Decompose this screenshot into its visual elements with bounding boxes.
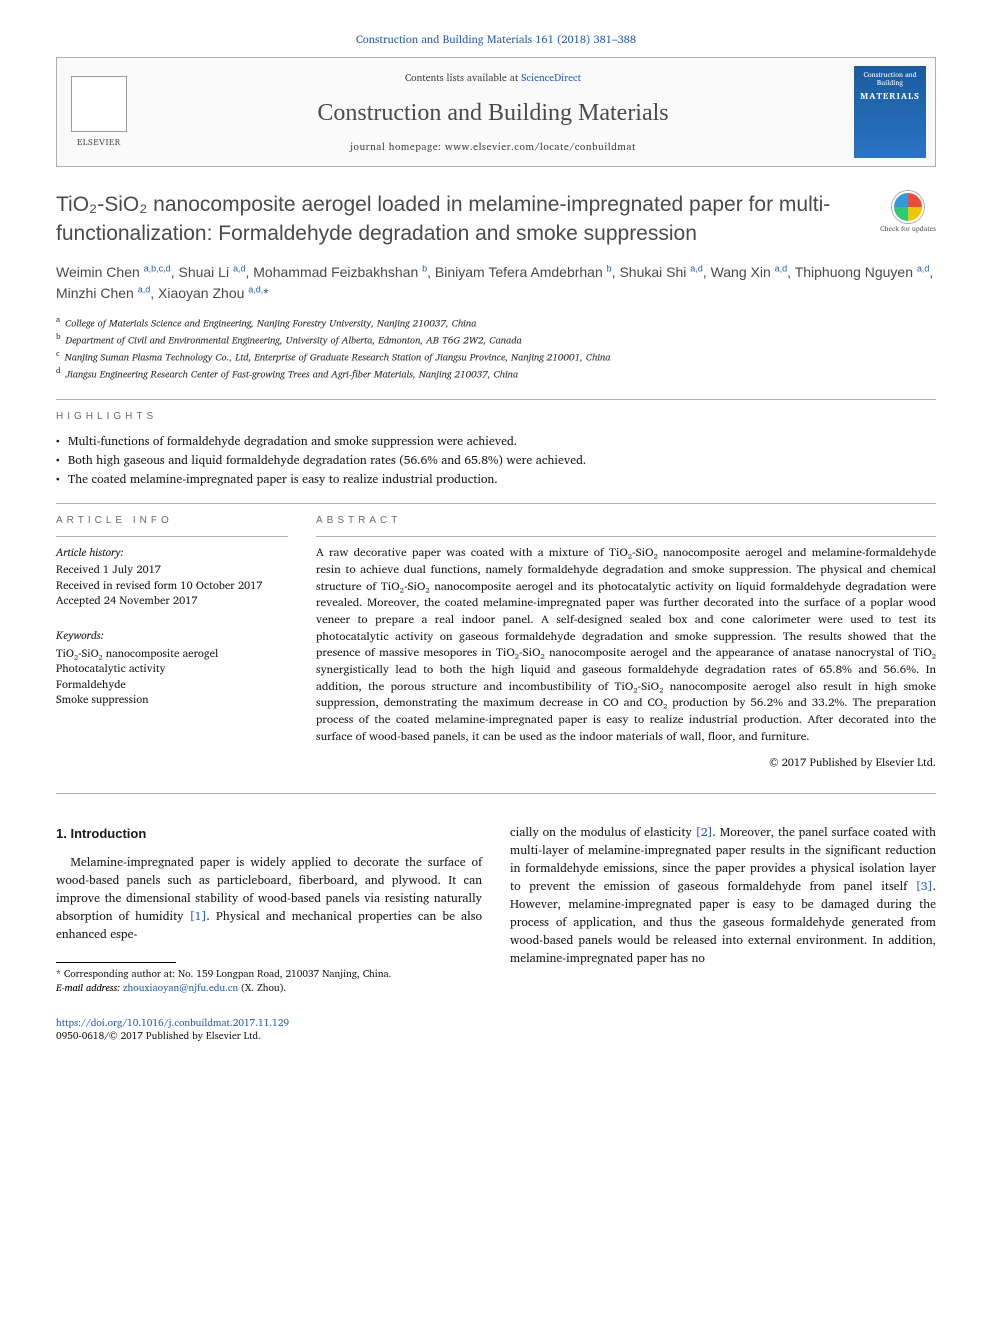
footnote-rule bbox=[56, 962, 176, 963]
sciencedirect-link[interactable]: ScienceDirect bbox=[521, 70, 581, 86]
highlights-list: Multi-functions of formaldehyde degradat… bbox=[56, 434, 936, 488]
cover-line1: Construction and Building bbox=[858, 72, 922, 87]
article-info-label: ARTICLE INFO bbox=[56, 514, 288, 528]
abstract-text: A raw decorative paper was coated with a… bbox=[316, 545, 936, 745]
divider bbox=[56, 399, 936, 400]
journal-cover-icon: Construction and Building MATERIALS bbox=[854, 66, 926, 158]
cover-line2: MATERIALS bbox=[858, 90, 922, 103]
affiliations: a College of Materials Science and Engin… bbox=[56, 314, 936, 381]
homepage-url: www.elsevier.com/locate/conbuildmat bbox=[445, 139, 636, 155]
copyright-line: © 2017 Published by Elsevier Ltd. bbox=[316, 755, 936, 771]
corresponding-author: * Corresponding author at: No. 159 Longp… bbox=[56, 967, 482, 981]
authors-line: Weimin Chen a,b,c,d, Shuai Li a,d, Moham… bbox=[56, 262, 936, 304]
email-link[interactable]: zhouxiaoyan@njfu.edu.cn bbox=[123, 980, 238, 996]
history-item: Accepted 24 November 2017 bbox=[56, 593, 288, 608]
elsevier-logo-block: ELSEVIER bbox=[57, 58, 141, 166]
history-label: Article history: bbox=[56, 545, 288, 560]
homepage-pre: journal homepage: bbox=[350, 139, 445, 155]
body-columns: 1. Introduction Melamine-impregnated pap… bbox=[56, 824, 936, 995]
crossmark-icon bbox=[892, 191, 924, 223]
elsevier-tree-icon bbox=[71, 76, 127, 132]
abstract-label: ABSTRACT bbox=[316, 514, 936, 529]
divider bbox=[56, 536, 288, 537]
header-center: Contents lists available at ScienceDirec… bbox=[141, 58, 845, 166]
email-label: E-mail address: bbox=[56, 980, 120, 996]
affiliation-item: b Department of Civil and Environmental … bbox=[56, 331, 936, 348]
email-author: (X. Zhou). bbox=[241, 980, 286, 996]
issn-line: 0950-0618/© 2017 Published by Elsevier L… bbox=[56, 1028, 261, 1044]
highlight-item: Multi-functions of formaldehyde degradat… bbox=[56, 434, 936, 451]
journal-reference: Construction and Building Materials 161 … bbox=[56, 32, 936, 47]
affiliation-item: c Nanjing Suman Plasma Technology Co., L… bbox=[56, 348, 936, 365]
divider bbox=[316, 536, 936, 537]
check-updates-badge[interactable]: Check for updates bbox=[880, 191, 936, 235]
affiliation-item: a College of Materials Science and Engin… bbox=[56, 314, 936, 331]
journal-header: ELSEVIER Contents lists available at Sci… bbox=[56, 57, 936, 167]
journal-name: Construction and Building Materials bbox=[149, 97, 837, 131]
elsevier-label: ELSEVIER bbox=[77, 136, 121, 149]
divider bbox=[56, 793, 936, 794]
footnotes: * Corresponding author at: No. 159 Longp… bbox=[56, 967, 482, 995]
doi-block: https://doi.org/10.1016/j.conbuildmat.20… bbox=[56, 1017, 936, 1044]
affiliation-item: d Jiangsu Engineering Research Center of… bbox=[56, 365, 936, 382]
intro-heading: 1. Introduction bbox=[56, 824, 482, 844]
abstract-column: ABSTRACT A raw decorative paper was coat… bbox=[316, 514, 936, 772]
highlights-label: HIGHLIGHTS bbox=[56, 410, 936, 424]
divider bbox=[56, 503, 936, 504]
keyword-item: Smoke suppression bbox=[56, 692, 288, 707]
contents-pre: Contents lists available at bbox=[405, 70, 521, 86]
contents-list-line: Contents lists available at ScienceDirec… bbox=[149, 71, 837, 85]
highlight-item: The coated melamine-impregnated paper is… bbox=[56, 472, 936, 489]
intro-para-2: cially on the modulus of elasticity [2].… bbox=[510, 824, 936, 968]
journal-cover-block: Construction and Building MATERIALS bbox=[845, 58, 935, 166]
homepage-line: journal homepage: www.elsevier.com/locat… bbox=[149, 140, 837, 154]
intro-para-1: Melamine-impregnated paper is widely app… bbox=[56, 854, 482, 944]
article-info-column: ARTICLE INFO Article history: Received 1… bbox=[56, 514, 288, 772]
article-title: TiO₂-SiO₂ nanocomposite aerogel loaded i… bbox=[56, 191, 864, 248]
keywords-label: Keywords: bbox=[56, 628, 288, 643]
highlight-item: Both high gaseous and liquid formaldehyd… bbox=[56, 453, 936, 470]
check-updates-label: Check for updates bbox=[880, 225, 936, 235]
